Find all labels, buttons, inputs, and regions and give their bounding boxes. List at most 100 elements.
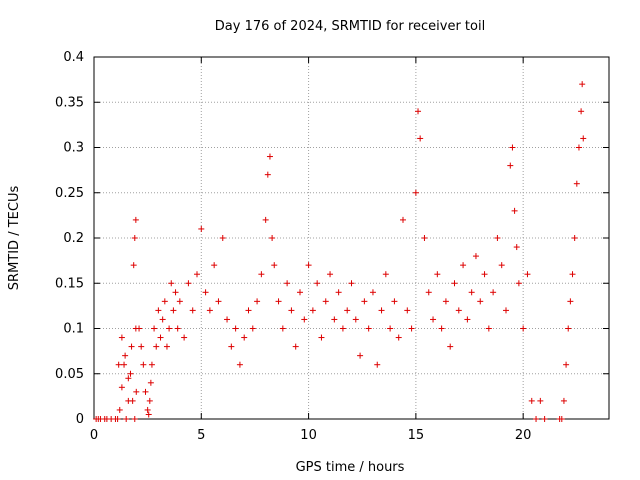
data-point	[130, 262, 137, 269]
data-point	[558, 416, 565, 422]
data-point	[288, 307, 295, 314]
data-point	[421, 235, 428, 241]
y-tick-label: 0.35	[55, 95, 84, 110]
y-tick-label: 0.4	[63, 50, 84, 65]
data-point	[309, 307, 316, 314]
data-point	[131, 416, 138, 422]
data-point	[378, 307, 385, 314]
x-tick-label: 10	[300, 428, 317, 443]
data-point	[477, 298, 484, 305]
data-point	[438, 325, 445, 332]
data-points	[93, 81, 587, 422]
data-point	[136, 325, 143, 332]
data-point	[122, 352, 129, 359]
x-tick-label: 5	[197, 428, 205, 443]
data-point	[374, 361, 381, 368]
data-point	[168, 280, 175, 287]
data-point	[206, 307, 213, 314]
data-point	[148, 361, 155, 368]
data-point	[228, 343, 235, 350]
data-point	[571, 235, 578, 241]
data-point	[279, 325, 286, 332]
data-point	[541, 416, 548, 422]
data-point	[118, 384, 125, 391]
data-point	[140, 361, 147, 368]
ticks: 0 0.05 0.1 0.15 0.2 0.25 0.3 0.35 0.4 0 5 10 15 20	[55, 50, 609, 443]
data-point	[305, 262, 312, 269]
data-point	[181, 334, 188, 341]
data-point	[569, 271, 576, 278]
data-point	[507, 162, 514, 169]
data-point	[297, 289, 303, 296]
plot-frame	[93, 56, 610, 420]
data-point	[131, 235, 138, 241]
data-point	[415, 108, 422, 115]
data-point	[352, 316, 359, 323]
data-point	[460, 262, 467, 269]
data-point	[400, 216, 406, 223]
data-point	[211, 262, 218, 269]
data-point	[224, 316, 231, 323]
data-point	[155, 307, 162, 314]
data-point	[344, 307, 351, 314]
data-point	[245, 307, 252, 314]
data-point	[129, 397, 136, 404]
data-point	[266, 153, 273, 160]
data-point	[503, 307, 509, 314]
data-point	[202, 289, 209, 296]
data-point	[575, 144, 582, 151]
data-point	[215, 298, 222, 305]
data-point	[163, 343, 170, 350]
data-point	[339, 325, 346, 332]
data-point	[151, 325, 158, 332]
grid	[94, 57, 609, 419]
data-point	[509, 144, 516, 151]
data-point	[408, 325, 415, 332]
chart-title: Day 176 of 2024, SRMTID for receiver toi…	[215, 19, 485, 34]
y-tick-label: 0.3	[63, 141, 84, 156]
data-point	[357, 352, 364, 359]
data-point	[524, 271, 531, 278]
data-point	[365, 325, 372, 332]
data-point	[115, 361, 122, 368]
data-point	[335, 289, 342, 296]
data-point	[563, 361, 570, 368]
data-point	[275, 298, 282, 305]
data-point	[533, 416, 540, 422]
data-point	[121, 361, 128, 368]
data-point	[434, 271, 441, 278]
data-point	[116, 406, 123, 413]
x-tick-label: 15	[408, 428, 425, 443]
data-point	[114, 416, 121, 422]
data-point	[271, 262, 278, 269]
data-point	[498, 262, 505, 269]
data-point	[133, 388, 140, 395]
data-point	[490, 289, 497, 296]
data-point	[176, 298, 183, 305]
data-point	[327, 271, 334, 278]
data-point	[447, 343, 454, 350]
data-point	[369, 289, 376, 296]
data-point	[269, 235, 276, 241]
data-point	[537, 397, 544, 404]
data-point	[145, 411, 152, 418]
y-tick-label: 0.2	[63, 231, 84, 246]
x-tick-label: 0	[90, 428, 98, 443]
data-point	[361, 298, 368, 305]
data-point	[404, 307, 411, 314]
data-point	[515, 280, 522, 287]
data-point	[382, 271, 389, 278]
data-point	[314, 280, 321, 287]
data-point	[147, 379, 154, 386]
data-point	[118, 334, 125, 341]
data-point	[166, 325, 173, 332]
y-axis-label: SRMTID / TECUs	[7, 186, 22, 291]
y-tick-label: 0.05	[55, 367, 84, 382]
data-point	[580, 135, 587, 142]
data-point	[451, 280, 458, 287]
data-point	[391, 298, 398, 305]
data-point	[494, 235, 501, 241]
data-point	[170, 307, 177, 314]
data-point	[565, 325, 572, 332]
data-point	[172, 289, 179, 296]
